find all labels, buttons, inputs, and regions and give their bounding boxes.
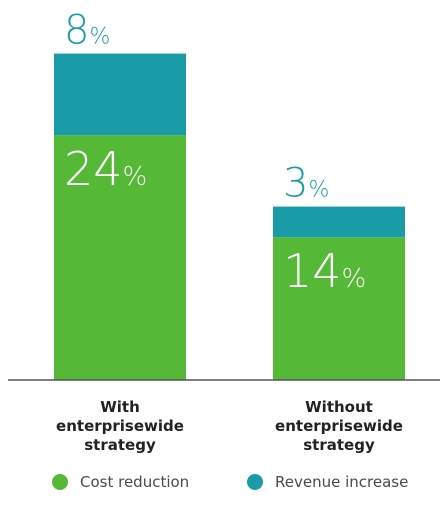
category-label-1-line-2: enterprisewide (56, 417, 184, 435)
bar-2-cost-reduction-label-value: 14 (283, 244, 342, 298)
category-label-2-line-1: Without (305, 398, 373, 416)
category-label-1-line-3: strategy (84, 436, 156, 454)
bar-2-cost-reduction (273, 237, 405, 380)
legend-label-1: Cost reduction (80, 473, 189, 491)
bar-1-cost-reduction-label-unit: % (123, 162, 148, 192)
bar-2-cost-reduction-label-unit: % (342, 264, 367, 294)
bar-2-revenue-increase-label-value: 3 (283, 161, 308, 207)
legend-swatch-1 (52, 474, 68, 490)
bar-1-revenue-increase (54, 53, 186, 136)
category-label-1: With enterprisewide strategy (56, 398, 184, 454)
bar-1-revenue-increase-label-unit: % (89, 25, 110, 50)
legend-label-2: Revenue increase (275, 473, 408, 491)
bar-2-revenue-increase (273, 206, 405, 238)
legend-item-1: Cost reduction (52, 473, 189, 491)
category-label-2-line-2: enterprisewide (275, 417, 403, 435)
legend-swatch-2 (247, 474, 263, 490)
legend: Cost reduction Revenue increase (52, 473, 408, 491)
bars-layer: 24%8%14%3% (54, 8, 405, 380)
category-label-1-line-1: With (100, 398, 140, 416)
bar-1-cost-reduction (54, 135, 186, 380)
category-label-2-line-3: strategy (303, 436, 375, 454)
bar-1-revenue-increase-label: 8% (64, 8, 110, 54)
bar-1-cost-reduction-label-value: 24 (64, 142, 123, 196)
bar-1-revenue-increase-label-value: 8 (64, 8, 89, 54)
bar-1-cost-reduction-label: 24% (64, 142, 147, 196)
bar-2-cost-reduction-label: 14% (283, 244, 366, 298)
category-label-2: Without enterprisewide strategy (275, 398, 403, 454)
bar-2-revenue-increase-label: 3% (283, 161, 329, 207)
legend-item-2: Revenue increase (247, 473, 408, 491)
bar-2-revenue-increase-label-unit: % (308, 178, 329, 203)
